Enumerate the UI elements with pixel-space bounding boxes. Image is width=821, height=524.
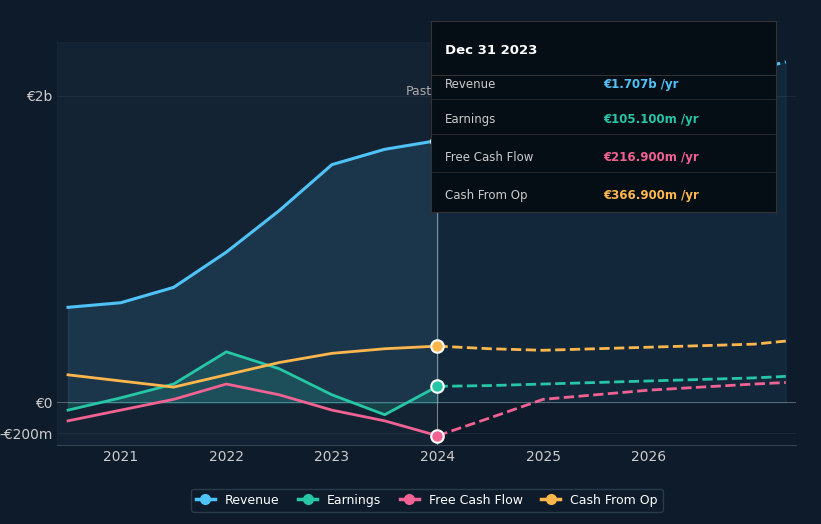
Text: €366.900m /yr: €366.900m /yr xyxy=(603,189,699,202)
Text: Dec 31 2023: Dec 31 2023 xyxy=(445,44,537,57)
Legend: Revenue, Earnings, Free Cash Flow, Cash From Op: Revenue, Earnings, Free Cash Flow, Cash … xyxy=(191,489,663,512)
Text: Past: Past xyxy=(406,85,432,98)
Text: Earnings: Earnings xyxy=(445,113,496,126)
Text: Revenue: Revenue xyxy=(445,79,496,91)
Text: Analysts Forecasts: Analysts Forecasts xyxy=(443,85,559,98)
Text: €216.900m /yr: €216.900m /yr xyxy=(603,151,699,164)
Text: €1.707b /yr: €1.707b /yr xyxy=(603,79,679,91)
Text: Cash From Op: Cash From Op xyxy=(445,189,527,202)
Text: Free Cash Flow: Free Cash Flow xyxy=(445,151,533,164)
Text: €105.100m /yr: €105.100m /yr xyxy=(603,113,699,126)
Bar xyxy=(57,42,438,445)
